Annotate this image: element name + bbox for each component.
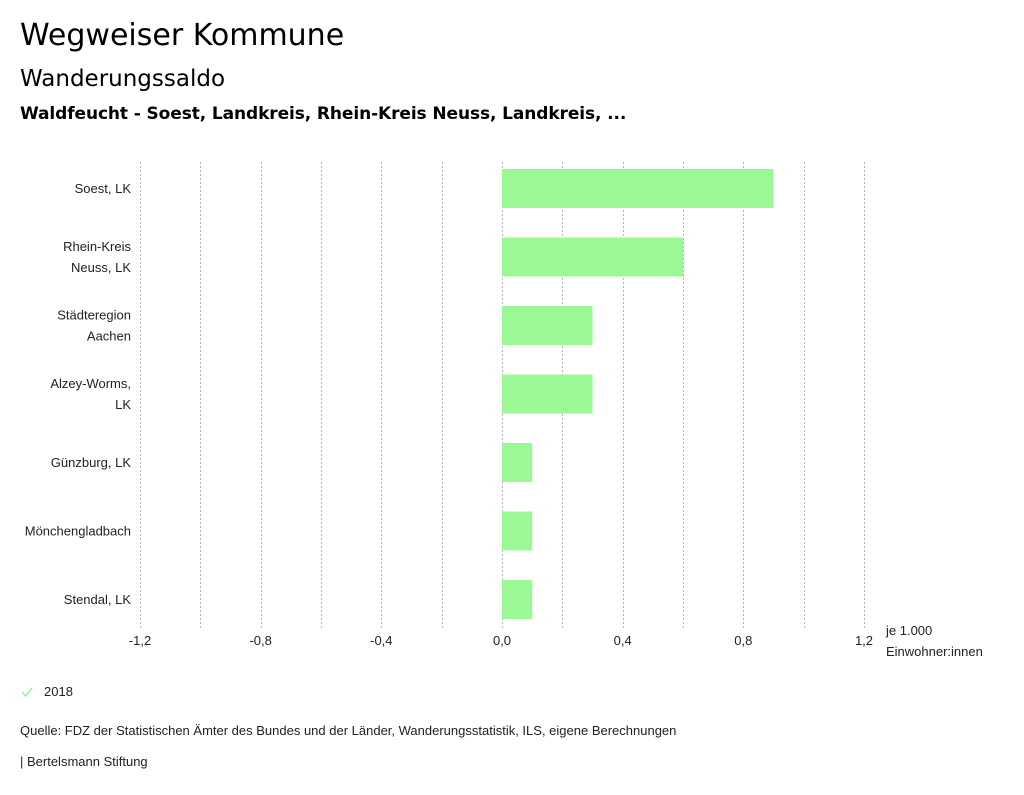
page-title: Wegweiser Kommune [20, 18, 345, 53]
category-label: LK [115, 397, 131, 412]
legend-item-2018[interactable]: 2018 [20, 684, 73, 699]
check-icon [21, 686, 33, 697]
x-tick-label: 1,2 [855, 633, 873, 648]
bars [502, 169, 774, 619]
source-note: Quelle: FDZ der Statistischen Ämter des … [20, 723, 677, 738]
bar-chart: Soest, LK Rhein-Kreis Neuss, LK Städteregio… [25, 162, 983, 659]
bar[interactable] [502, 374, 593, 414]
bar[interactable] [502, 237, 683, 277]
bar[interactable] [502, 306, 593, 345]
bar[interactable] [502, 580, 533, 619]
category-labels: Soest, LK Rhein-Kreis Neuss, LK Städteregio… [25, 181, 132, 607]
x-axis-unit-line-2: Einwohner:innen [886, 644, 983, 659]
x-tick-label: -1,2 [129, 633, 151, 648]
bar[interactable] [502, 169, 774, 208]
category-label: Aachen [87, 329, 131, 344]
category-label: Mönchengladbach [25, 524, 131, 539]
x-tick-label: -0,4 [370, 633, 392, 648]
legend-label: 2018 [44, 684, 73, 699]
x-axis-ticks: -1,2 -0,8 -0,4 0,0 0,4 0,8 1,2 [129, 633, 873, 648]
x-tick-label: 0,8 [734, 633, 752, 648]
chart-subtitle: Wanderungssaldo [20, 66, 226, 92]
region-selection: Waldfeucht - Soest, Landkreis, Rhein-Kre… [20, 104, 627, 124]
bar[interactable] [502, 443, 533, 482]
category-label: Neuss, LK [71, 260, 131, 275]
x-tick-label: -0,8 [249, 633, 271, 648]
category-label: Soest, LK [75, 181, 132, 196]
credit-note: | Bertelsmann Stiftung [20, 754, 148, 769]
category-label: Alzey-Worms, [50, 376, 131, 391]
category-label: Städteregion [57, 308, 131, 323]
x-tick-label: 0,4 [614, 633, 632, 648]
bar[interactable] [502, 511, 533, 551]
category-label: Rhein-Kreis [63, 239, 131, 254]
category-label: Günzburg, LK [51, 455, 132, 470]
x-tick-label: 0,0 [493, 633, 511, 648]
x-axis-unit-line-1: je 1.000 [885, 623, 932, 638]
category-label: Stendal, LK [64, 592, 132, 607]
